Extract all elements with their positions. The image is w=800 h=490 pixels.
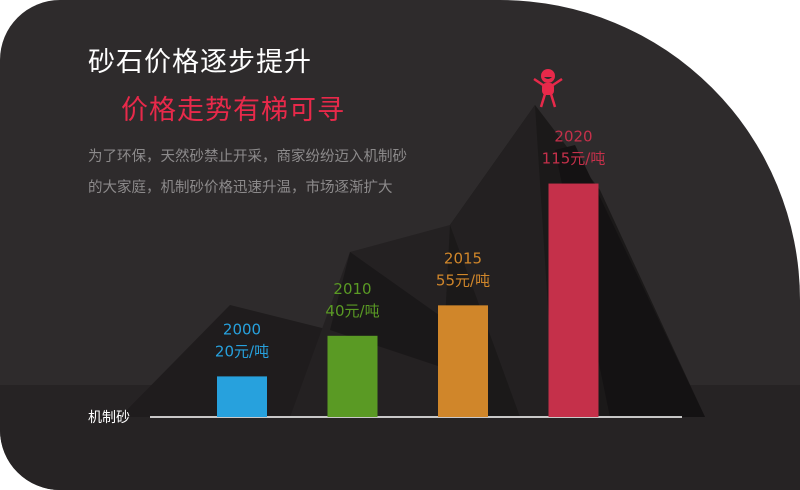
bar-2015: [438, 305, 488, 417]
page-title: 砂石价格逐步提升: [88, 47, 312, 78]
bar-2010: [327, 335, 378, 417]
bar-value-label: 115元/吨: [542, 150, 606, 168]
page-subtitle: 价格走势有梯可寻: [121, 95, 345, 126]
bar-2000: [217, 376, 267, 417]
description: 为了环保，天然砂禁止开采，商家纷纷迈入机制砂的大家庭，机制砂价格迅速升温，市场逐…: [88, 149, 407, 196]
bar-year-label: 2015: [444, 249, 482, 267]
bar-year-label: 2000: [223, 320, 261, 338]
bar-value-label: 20元/吨: [215, 342, 269, 360]
bar-year-label: 2020: [554, 128, 592, 146]
cheering-person-icon: [533, 69, 563, 108]
x-axis-label: 机制砂: [88, 410, 130, 426]
bar-2020: [548, 183, 599, 417]
bar-value-label: 40元/吨: [325, 302, 379, 320]
bar-year-label: 2010: [333, 280, 371, 298]
bar-value-label: 55元/吨: [436, 271, 490, 289]
